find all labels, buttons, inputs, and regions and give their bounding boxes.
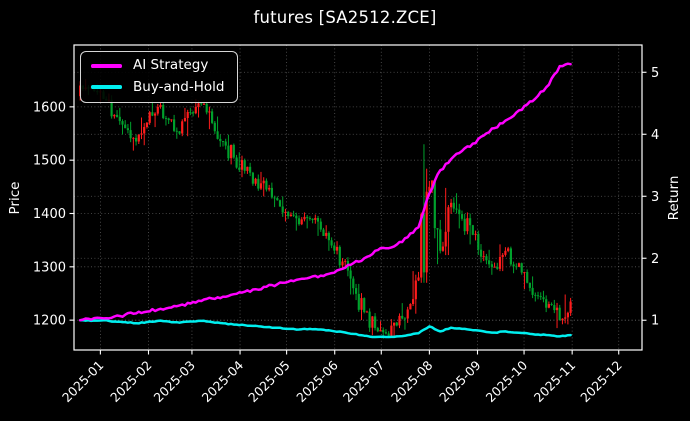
x-tick-label: 2025-03 <box>150 358 198 406</box>
x-tick-label: 2025-06 <box>293 357 341 405</box>
price-tick-label: 1600 <box>33 100 66 115</box>
return-tick-label: 4 <box>651 128 659 143</box>
ai-strategy-line <box>78 62 572 322</box>
x-tick-label: 2025-04 <box>199 357 247 405</box>
return-tick-label: 3 <box>651 190 659 205</box>
x-tick-label: 2025-01 <box>59 358 107 406</box>
chart-title: futures [SA2512.ZCE] <box>253 8 437 27</box>
return-tick-label: 1 <box>651 314 659 329</box>
legend: AI Strategy Buy-and-Hold <box>80 51 239 103</box>
x-tick-label: 2025-02 <box>107 358 155 406</box>
return-tick-label: 2 <box>651 252 659 267</box>
x-tick-label: 2025-05 <box>245 358 293 406</box>
ai-strategy-swatch <box>91 63 122 68</box>
buy-and-hold-swatch <box>91 85 122 90</box>
data-layer <box>78 62 572 339</box>
legend-item-buy-and-hold: Buy-and-Hold <box>91 78 225 95</box>
legend-label: Buy-and-Hold <box>133 78 225 95</box>
legend-item-ai-strategy: AI Strategy <box>91 57 224 73</box>
candles-layer <box>79 79 572 339</box>
plot-border <box>73 44 643 351</box>
price-tick-label: 1300 <box>33 260 66 275</box>
price-tick-label: 1500 <box>33 154 66 169</box>
gridlines <box>74 45 642 350</box>
price-tick-label: 1200 <box>33 314 66 329</box>
x-tick-label: 2025-07 <box>340 358 388 406</box>
x-tick-label: 2025-12 <box>577 358 625 406</box>
x-tick-label: 2025-10 <box>483 357 531 405</box>
legend-label: AI Strategy <box>133 57 209 73</box>
return-tick-label: 5 <box>651 66 659 81</box>
buy-and-hold-line <box>78 318 572 339</box>
x-tick-label: 2025-08 <box>388 357 436 405</box>
x-tick-label: 2025-09 <box>436 357 484 405</box>
price-tick-label: 1400 <box>33 207 66 222</box>
x-tick-label: 2025-11 <box>531 358 579 406</box>
